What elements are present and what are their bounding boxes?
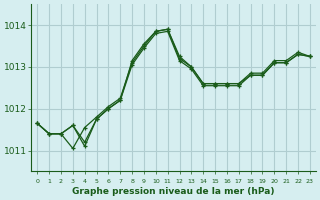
X-axis label: Graphe pression niveau de la mer (hPa): Graphe pression niveau de la mer (hPa) xyxy=(72,187,275,196)
